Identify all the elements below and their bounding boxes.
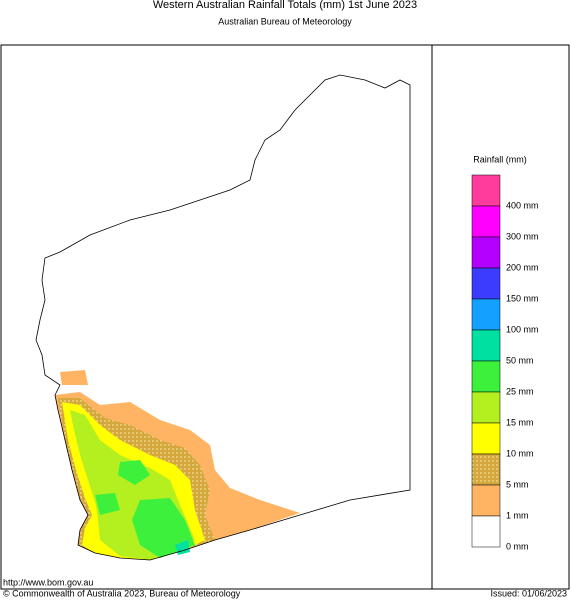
legend-swatch [471, 360, 501, 393]
map-frame [0, 44, 570, 590]
legend-swatch [471, 329, 501, 362]
legend-label: 1 mm [506, 510, 529, 520]
legend-swatch [471, 205, 501, 238]
legend-label: 300 mm [506, 231, 539, 241]
legend-swatch [471, 484, 501, 517]
legend-label: 100 mm [506, 324, 539, 334]
legend-swatch [471, 422, 501, 455]
legend-swatch [471, 515, 501, 548]
rainfall-areas [55, 370, 300, 560]
legend-label: 400 mm [506, 200, 539, 210]
legend-label: 150 mm [506, 293, 539, 303]
legend-swatch [471, 267, 501, 300]
legend-label: 0 mm [506, 541, 529, 551]
legend-swatch [471, 298, 501, 331]
legend-swatch [471, 236, 501, 269]
legend-label: 5 mm [506, 479, 529, 489]
footer-issued: Issued: 01/06/2023 [490, 588, 567, 598]
coastline [35, 74, 411, 561]
legend-label: 200 mm [506, 262, 539, 272]
legend-title: Rainfall (mm) [473, 154, 527, 164]
legend-swatch [471, 391, 501, 424]
legend-swatch [471, 453, 501, 486]
footer-url: http://www.bom.gov.au [3, 577, 93, 587]
legend-label: 10 mm [506, 448, 534, 458]
subtitle: Australian Bureau of Meteorology [218, 16, 352, 26]
footer-copyright: © Commonwealth of Australia 2023, Bureau… [3, 588, 241, 598]
legend-label: 15 mm [506, 417, 534, 427]
legend-label: 25 mm [506, 386, 534, 396]
legend: 400 mm 300 mm 200 mm 150 mm 100 mm 50 mm 25 mm… [471, 174, 539, 551]
legend-label: 50 mm [506, 355, 534, 365]
title: Western Australian Rainfall Totals (mm) … [153, 0, 417, 11]
legend-swatch [471, 174, 501, 207]
